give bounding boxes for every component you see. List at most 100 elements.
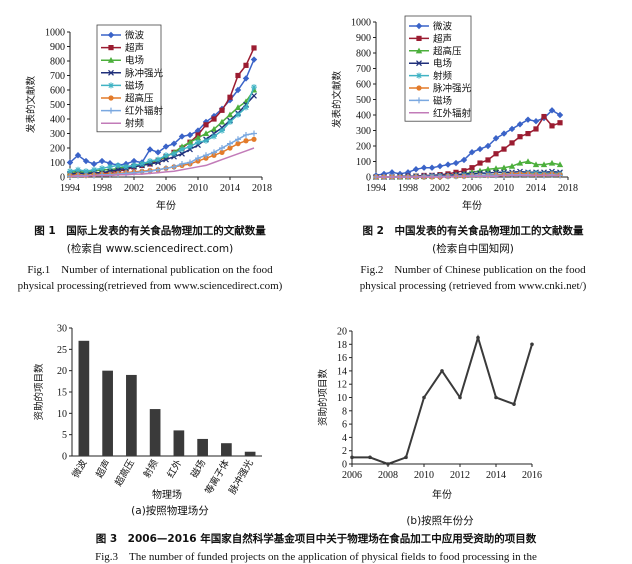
fig1-series-6-point [227,140,233,147]
fig2-series-2-point [524,158,532,165]
fig1-series-4-point [163,152,169,159]
fig2-y-tick-label: 700 [356,64,371,75]
fig1-y-tick-label: 1000 [45,28,65,39]
fig1-series-4-point [219,127,225,134]
fig1-series-4-point [203,137,209,144]
fig2-caption-en-line2: physical processing (retrieved from www.… [359,280,587,292]
fig3a-y-tick-label: 30 [57,324,67,335]
fig3b-point [512,402,516,406]
fig3b-y-tick-label: 0 [342,460,347,471]
fig3a-y-tick-label: 0 [62,452,67,463]
fig2-series-1-point [517,134,523,140]
fig1-series-4-point [235,111,241,118]
fig1-series-5-point [243,138,249,144]
fig2-y-tick-label: 300 [356,126,371,137]
fig1-series-0-point [170,140,178,147]
fig3a-bar-1 [102,370,113,456]
fig3b-x-tick-label: 2010 [414,470,434,481]
fig2-series-0-point [516,121,524,128]
fig1-legend-key-1-marker [108,45,114,51]
fig1-legend-key-2-marker [107,57,115,63]
fig1-series-6-point [243,131,249,138]
fig2-caption-zh: 图 2 中国发表的有关食品物理加工的文献数量 [362,225,584,237]
fig1-series-6-point [155,166,161,173]
fig1-x-tick-label: 2006 [156,183,176,194]
fig2-legend-key-4-marker [416,72,422,79]
fig2-y-tick-label: 1000 [351,18,371,29]
fig2-y-axis-label: 发表的文献数 [331,71,343,129]
fig2-series-0-point [484,142,492,150]
fig1-y-tick-label: 300 [50,129,65,140]
fig2-x-tick-label: 1998 [398,183,418,194]
fig3b-x-tick-label: 2008 [378,470,398,481]
fig1-series-2-point [210,125,218,132]
fig3a-bar-4 [173,430,185,456]
fig1-series-0-point [242,75,250,82]
fig2-legend-label-0: 微波 [433,21,453,33]
fig3b-point [368,455,372,460]
fig1-series-4-point [107,163,113,170]
fig1-legend-label-3: 脉冲强光 [125,67,164,79]
fig1-series-2-point [194,134,202,141]
fig1-series-4-point [155,156,161,163]
fig2-series-2-point [540,161,548,168]
fig3a-subtitle: (a)按照物理场分 [131,505,209,517]
fig1-series-6-point [171,163,177,170]
fig1-series-0-point [130,157,138,165]
fig1-series-1-point [235,72,241,79]
fig1-y-tick-label: 400 [50,115,65,126]
fig3a-x-axis-label: 物理场 [152,488,182,501]
fig3a-bar-2 [126,374,137,456]
fig2-series-1-point [533,126,539,132]
fig2-series-1-point [477,160,483,166]
fig2-series-2-point [500,164,508,171]
fig3b-x-tick-label: 2012 [450,470,470,481]
fig1-series-4-point [131,162,137,169]
fig2-series-2-point [556,161,564,168]
fig1-series-4-point [195,139,201,146]
fig2-legend-key-6-marker [416,97,422,104]
fig1-series-0-point [234,86,242,94]
fig3b-point [440,369,444,373]
fig2-y-tick-label: 200 [356,142,371,153]
fig1-series-1-point [227,94,233,100]
fig1-series-6-point [163,165,169,172]
fig3b-y-tick-label: 12 [337,380,347,391]
fig1-caption-zh: 图 1 国际上发表的有关食品物理加工的文献数量 [34,225,266,237]
fig1-series-6-point [219,145,225,151]
fig2-legend-key-1-marker [416,35,422,41]
fig3b-y-tick-label: 18 [337,340,347,351]
fig1-series-4-point [187,143,193,150]
fig1-series-6-point [235,136,241,143]
fig2-series-0-point [452,159,460,167]
fig3b-x-axis-label: 年份 [432,488,452,501]
fig3a-category-label-4: 红外 [165,457,185,480]
fig1-caption-zh-source: (检索自 www.sciencedirect.com) [66,243,234,255]
fig2-series-6-point [421,173,427,180]
fig1-series-4-point [171,150,177,157]
fig3b-y-axis-label: 资助的项目数 [317,369,329,427]
fig2-series-0-point [428,164,436,171]
fig1-series-3-point [179,150,185,157]
fig1-series-1-point [203,122,209,128]
fig1-y-tick-label: 700 [50,71,65,82]
fig3a-y-axis-label: 资助的项目数 [33,363,45,421]
fig1-series-6-point [179,160,185,167]
fig1-series-7-line [70,147,255,178]
fig1-y-tick-label: 800 [50,57,65,68]
fig1-series-4-point [251,84,257,91]
fig1-series-4-point [115,162,121,169]
fig2-series-7-line [376,174,560,178]
fig2-legend-label-6: 磁场 [433,95,452,107]
fig2-x-tick-label: 2010 [494,183,514,194]
fig1-legend-label-4: 磁场 [125,80,144,92]
fig2-series-0-point [476,145,484,153]
fig1-series-2-point [234,104,242,110]
fig3b-x-tick-label: 2006 [342,470,362,481]
fig3a-category-label-3: 射频 [141,457,161,480]
fig2-series-1-point [485,157,491,163]
fig3a-y-tick-label: 20 [57,366,67,377]
fig1-caption-en-line2: physical processing(retrieved from www.s… [17,280,283,292]
fig2-series-0-point [500,130,508,137]
fig3a-bar-6 [221,443,232,456]
